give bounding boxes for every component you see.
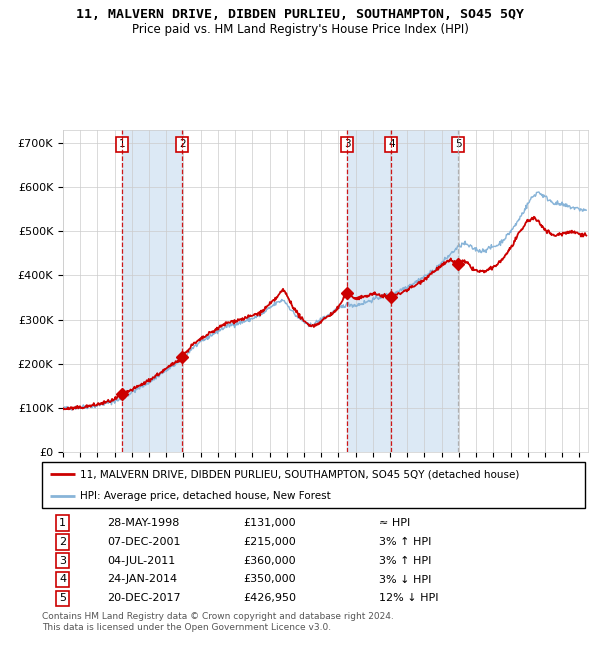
Text: 2: 2 [59,537,66,547]
Text: 07-DEC-2001: 07-DEC-2001 [107,537,181,547]
Text: £215,000: £215,000 [243,537,296,547]
Text: 24-JAN-2014: 24-JAN-2014 [107,575,177,584]
Text: 1: 1 [59,518,66,528]
FancyBboxPatch shape [42,462,585,508]
Text: 3: 3 [344,140,350,150]
Text: 12% ↓ HPI: 12% ↓ HPI [379,593,438,603]
Text: 28-MAY-1998: 28-MAY-1998 [107,518,179,528]
Text: HPI: Average price, detached house, New Forest: HPI: Average price, detached house, New … [80,491,331,500]
Text: 3: 3 [59,556,66,566]
Text: Contains HM Land Registry data © Crown copyright and database right 2024.
This d: Contains HM Land Registry data © Crown c… [42,612,394,632]
Text: £131,000: £131,000 [243,518,296,528]
Text: 2: 2 [179,140,185,150]
Text: 5: 5 [59,593,66,603]
Text: 11, MALVERN DRIVE, DIBDEN PURLIEU, SOUTHAMPTON, SO45 5QY: 11, MALVERN DRIVE, DIBDEN PURLIEU, SOUTH… [76,8,524,21]
Text: £350,000: £350,000 [243,575,296,584]
Text: 5: 5 [455,140,461,150]
Text: 3% ↑ HPI: 3% ↑ HPI [379,556,431,566]
Text: 11, MALVERN DRIVE, DIBDEN PURLIEU, SOUTHAMPTON, SO45 5QY (detached house): 11, MALVERN DRIVE, DIBDEN PURLIEU, SOUTH… [80,469,520,479]
Text: 4: 4 [388,140,395,150]
Bar [391,130,458,452]
Text: 4: 4 [59,575,66,584]
Text: £360,000: £360,000 [243,556,296,566]
Text: 04-JUL-2011: 04-JUL-2011 [107,556,175,566]
Text: ≈ HPI: ≈ HPI [379,518,410,528]
Bar [347,130,391,452]
Text: 20-DEC-2017: 20-DEC-2017 [107,593,181,603]
Text: 3% ↓ HPI: 3% ↓ HPI [379,575,431,584]
Text: Price paid vs. HM Land Registry's House Price Index (HPI): Price paid vs. HM Land Registry's House … [131,23,469,36]
Text: £426,950: £426,950 [243,593,296,603]
Text: 3% ↑ HPI: 3% ↑ HPI [379,537,431,547]
Text: 1: 1 [118,140,125,150]
Bar [122,130,182,452]
